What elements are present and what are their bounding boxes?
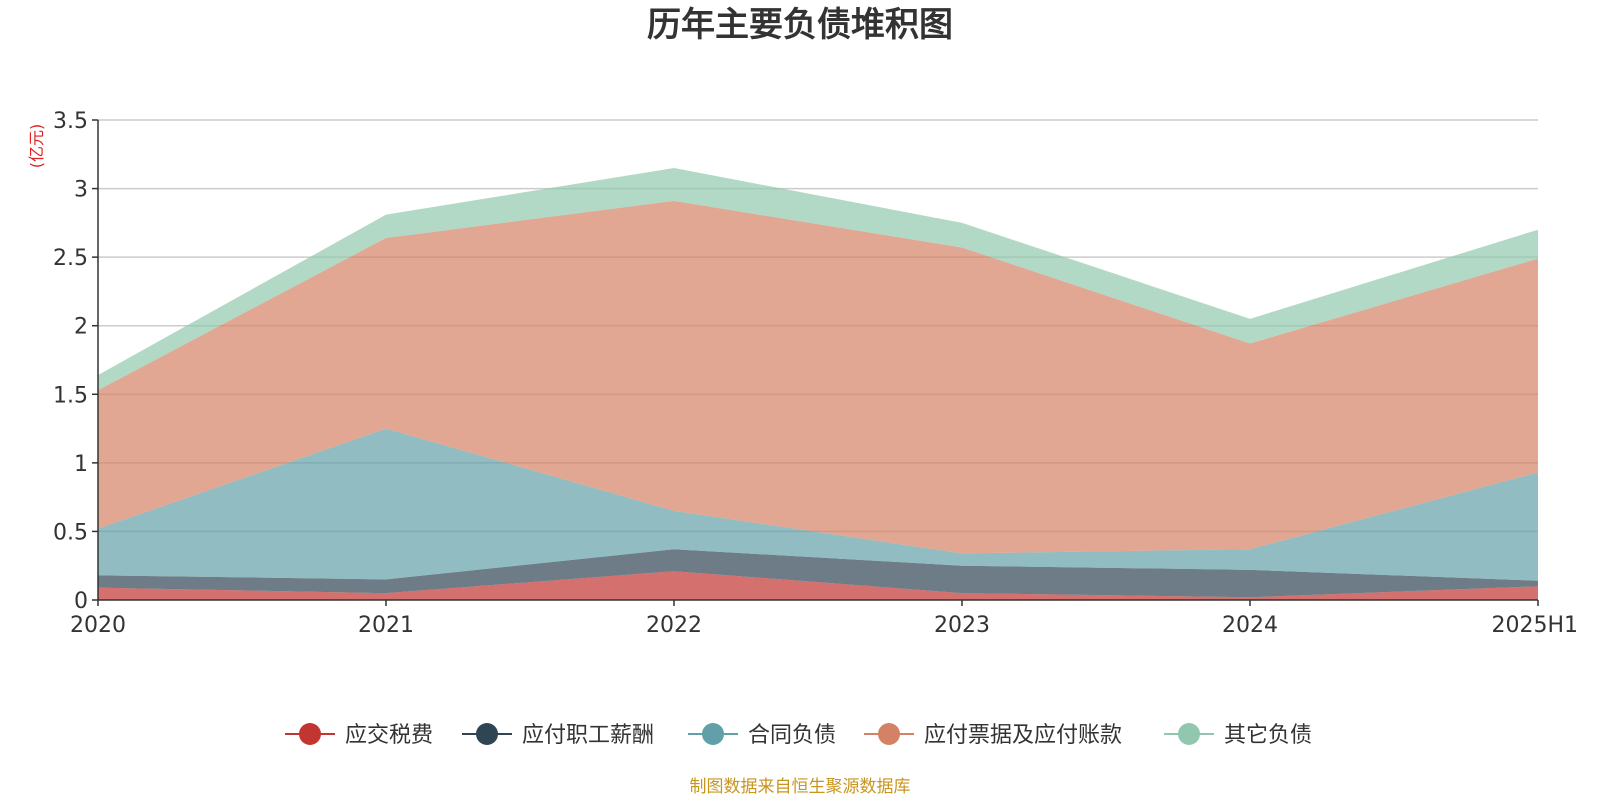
area-series-2 (98, 428, 1538, 581)
legend-label: 合同负债 (748, 723, 836, 748)
y-tick-label: 1.5 (53, 383, 88, 408)
y-tick-label: 0 (74, 589, 88, 614)
legend-item-4[interactable]: 其它负债 (1164, 723, 1312, 748)
area-series-3 (98, 200, 1538, 554)
y-tick-label: 1 (74, 452, 88, 477)
legend-marker (702, 723, 724, 745)
legend-item-3[interactable]: 应付票据及应付账款 (864, 723, 1122, 748)
y-tick-label: 3.5 (53, 109, 88, 134)
area-series-layer (98, 168, 1538, 600)
axes: 0 0.5 1 1.5 2 2.5 3 3.5 2020 2021 2022 2023 2024 2025… (53, 109, 1578, 638)
x-tick-label: 2024 (1222, 613, 1278, 638)
legend-marker (1178, 723, 1200, 745)
legend-label: 其它负债 (1224, 723, 1312, 748)
area-series-0 (98, 571, 1538, 600)
x-tick-label: 2021 (358, 613, 414, 638)
legend-label: 应付职工薪酬 (522, 723, 654, 748)
legend-marker (476, 723, 498, 745)
area-series-1 (98, 549, 1538, 598)
legend-label: 应交税费 (345, 723, 433, 748)
legend-item-0[interactable]: 应交税费 (285, 723, 433, 748)
y-axis-unit: (亿元) (27, 124, 46, 169)
data-source-note: 制图数据来自恒生聚源数据库 (690, 777, 911, 797)
legend-item-2[interactable]: 合同负债 (688, 723, 836, 748)
legend-item-1[interactable]: 应付职工薪酬 (462, 723, 654, 748)
chart-title: 历年主要负债堆积图 (647, 5, 953, 45)
x-tick-label: 2025H1 (1491, 613, 1578, 638)
legend-marker (878, 723, 900, 745)
x-tick-label: 2023 (934, 613, 990, 638)
legend: 应交税费 应付职工薪酬 合同负债 应付票据及应付账款 其它负债 (285, 723, 1312, 748)
y-tick-label: 2.5 (53, 246, 88, 271)
x-tick-label: 2022 (646, 613, 702, 638)
x-tick-label: 2020 (70, 613, 126, 638)
area-series-4 (98, 168, 1538, 391)
y-tick-label: 3 (74, 178, 88, 203)
legend-marker (299, 723, 321, 745)
y-tick-label: 0.5 (53, 520, 88, 545)
y-tick-label: 2 (74, 315, 88, 340)
legend-label: 应付票据及应付账款 (924, 723, 1122, 748)
